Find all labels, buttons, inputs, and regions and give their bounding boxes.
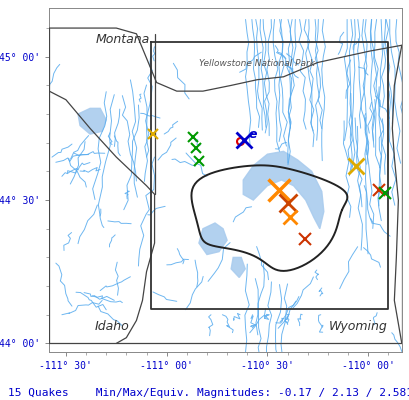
Text: Idaho: Idaho: [94, 320, 129, 333]
Polygon shape: [231, 258, 245, 278]
Polygon shape: [243, 151, 323, 229]
Text: Montana: Montana: [95, 33, 149, 46]
Polygon shape: [78, 108, 106, 134]
Text: Wyoming: Wyoming: [328, 320, 387, 333]
Text: Yellowstone National Park: Yellowstone National Park: [199, 59, 315, 68]
Text: 15 Quakes    Min/Max/Equiv. Magnitudes: -0.17 / 2.13 / 2.581: 15 Quakes Min/Max/Equiv. Magnitudes: -0.…: [8, 388, 409, 398]
Text: e: e: [248, 128, 256, 142]
Polygon shape: [198, 223, 227, 254]
